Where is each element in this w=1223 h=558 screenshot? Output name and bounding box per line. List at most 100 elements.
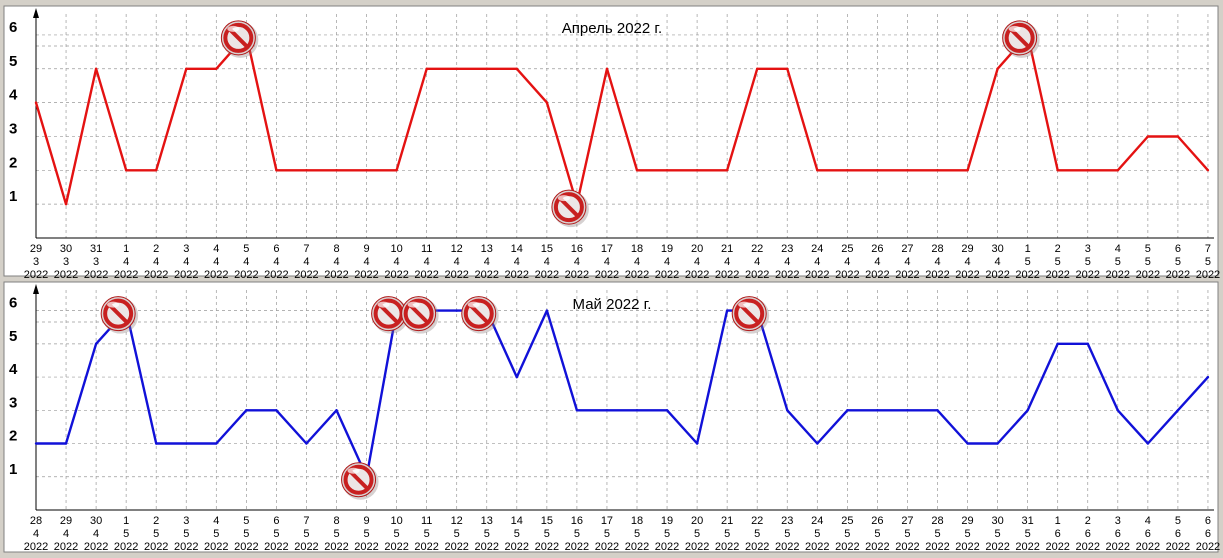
data-point [124, 169, 128, 172]
x-tick-month: 4 [934, 256, 940, 268]
x-tick-day: 18 [631, 515, 643, 527]
x-tick-year: 2022 [1106, 541, 1130, 553]
x-tick-month: 4 [964, 256, 970, 268]
x-tick-month: 4 [153, 256, 159, 268]
x-tick-month: 4 [363, 256, 369, 268]
data-point [906, 169, 909, 172]
x-tick-month: 4 [694, 256, 700, 268]
x-tick-day: 4 [213, 243, 219, 255]
x-tick-year: 2022 [535, 541, 559, 553]
x-tick-day: 22 [751, 515, 763, 527]
x-tick-day: 23 [781, 243, 793, 255]
x-tick-day: 14 [511, 243, 523, 255]
x-tick-year: 2022 [384, 269, 408, 281]
forbidden-sign-icon [100, 296, 139, 334]
x-tick-day: 25 [841, 515, 853, 527]
x-tick-month: 5 [1025, 256, 1031, 268]
x-tick-year: 2022 [805, 269, 829, 281]
x-tick-month: 5 [123, 528, 129, 540]
x-tick-year: 2022 [715, 541, 739, 553]
x-tick-month: 5 [754, 528, 760, 540]
y-axis-arrow [33, 8, 39, 18]
y-tick-label: 4 [9, 87, 18, 104]
x-tick-day: 5 [243, 515, 249, 527]
data-point [215, 67, 218, 70]
x-tick-month: 4 [273, 256, 279, 268]
x-tick-month: 5 [484, 528, 490, 540]
x-tick-day: 2 [153, 515, 159, 527]
x-tick-month: 5 [544, 528, 550, 540]
y-tick-label: 2 [9, 154, 17, 171]
x-tick-year: 2022 [745, 269, 769, 281]
x-tick-year: 2022 [414, 541, 438, 553]
x-tick-year: 2022 [54, 541, 78, 553]
x-tick-day: 23 [781, 515, 793, 527]
x-tick-month: 3 [93, 256, 99, 268]
data-point [515, 375, 518, 379]
x-tick-month: 5 [363, 528, 369, 540]
data-point [846, 409, 849, 412]
x-tick-day: 16 [571, 243, 583, 255]
x-tick-day: 16 [571, 515, 583, 527]
x-tick-day: 3 [1115, 515, 1121, 527]
data-point [64, 442, 68, 445]
x-tick-day: 6 [1205, 515, 1211, 527]
data-point [876, 169, 879, 172]
data-point [185, 442, 188, 445]
x-tick-year: 2022 [685, 269, 709, 281]
marker-highlight [557, 195, 570, 202]
x-tick-month: 5 [183, 528, 189, 540]
x-tick-day: 1 [123, 243, 129, 255]
x-tick-year: 2022 [204, 269, 228, 281]
data-point [245, 409, 248, 412]
data-point [485, 67, 488, 70]
x-tick-year: 2022 [444, 541, 468, 553]
x-tick-month: 4 [484, 256, 490, 268]
x-tick-month: 4 [93, 528, 99, 540]
x-tick-day: 9 [363, 515, 369, 527]
x-tick-day: 22 [751, 243, 763, 255]
x-tick-year: 2022 [1015, 269, 1039, 281]
x-tick-year: 2022 [865, 541, 889, 553]
data-point [1116, 409, 1120, 412]
forbidden-sign-icon [461, 296, 499, 334]
x-tick-year: 2022 [234, 269, 258, 281]
x-tick-month: 5 [634, 528, 640, 540]
x-tick-month: 5 [424, 528, 430, 540]
x-tick-day: 31 [90, 243, 102, 255]
x-tick-year: 2022 [144, 541, 168, 553]
x-tick-month: 4 [724, 256, 730, 268]
data-point [575, 409, 579, 412]
x-tick-year: 2022 [294, 541, 318, 553]
series-line [36, 309, 1209, 478]
x-tick-month: 5 [694, 528, 700, 540]
x-tick-month: 4 [995, 256, 1001, 268]
data-point [936, 169, 939, 172]
data-point [155, 169, 158, 172]
x-tick-year: 2022 [775, 269, 799, 281]
x-tick-month: 5 [1085, 256, 1091, 268]
marker-highlight [227, 25, 240, 32]
data-point [605, 409, 609, 412]
x-tick-year: 2022 [1136, 541, 1160, 553]
x-tick-month: 5 [904, 528, 910, 540]
data-point [515, 67, 518, 70]
x-tick-month: 4 [814, 256, 820, 268]
x-tick-month: 5 [604, 528, 610, 540]
forbidden-sign-icon [341, 462, 379, 500]
x-tick-year: 2022 [1196, 269, 1220, 281]
x-tick-year: 2022 [114, 269, 138, 281]
x-tick-day: 4 [1145, 515, 1151, 527]
x-tick-month: 5 [213, 528, 219, 540]
x-tick-day: 17 [601, 243, 613, 255]
data-point [275, 169, 278, 172]
data-point [996, 67, 999, 70]
x-tick-year: 2022 [625, 541, 649, 553]
x-tick-day: 30 [90, 515, 102, 527]
x-tick-year: 2022 [1076, 269, 1100, 281]
data-point [215, 442, 218, 445]
x-tick-day: 29 [961, 515, 973, 527]
x-tick-year: 2022 [505, 541, 529, 553]
data-point [695, 169, 699, 172]
